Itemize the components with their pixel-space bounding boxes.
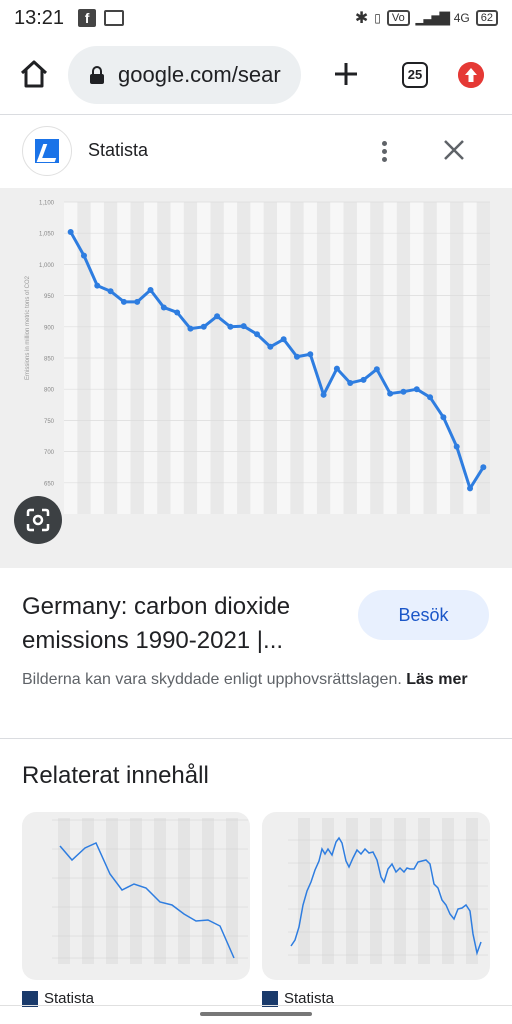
result-title-block: Germany: carbon dioxide emissions 1990-2… <box>22 590 342 658</box>
y-tick-label: 950 <box>44 294 55 300</box>
mail-icon <box>104 10 125 26</box>
statista-logo-icon <box>22 126 72 176</box>
data-point <box>360 376 367 383</box>
data-point <box>427 394 434 401</box>
data-point <box>107 288 114 295</box>
card-source-name: Statista <box>284 990 335 1007</box>
y-tick-label: 800 <box>44 388 55 394</box>
related-card[interactable] <box>22 812 250 980</box>
lens-icon <box>26 508 50 532</box>
y-tick-label: 700 <box>44 450 55 456</box>
data-point <box>214 313 221 320</box>
vibrate-icon: ▯ <box>374 11 381 25</box>
data-point <box>413 386 420 393</box>
data-point <box>134 298 141 305</box>
volte-icon: Vo <box>386 10 410 26</box>
related-chart-thumbnail <box>52 818 248 964</box>
source-name[interactable]: Statista <box>88 140 149 160</box>
statista-logo-icon <box>262 990 278 1007</box>
related-card[interactable] <box>262 812 490 980</box>
data-point <box>453 443 460 450</box>
chart-preview[interactable]: 650 700 750 800 850 900 950 1,000 1,050 1,100 Emis… <box>0 188 512 568</box>
battery-icon: 62 <box>475 10 498 26</box>
status-icons: ✱ ▯ Vo ▁▃▅▇ 4G 62 <box>355 8 498 28</box>
data-point <box>400 388 407 395</box>
data-point <box>373 366 380 373</box>
bluetooth-icon: ✱ <box>354 10 369 27</box>
browser-toolbar: google.com/sear 25 <box>0 40 512 110</box>
read-more-link[interactable]: Läs mer <box>406 671 468 688</box>
data-point <box>174 309 181 316</box>
data-point <box>147 286 154 293</box>
visit-button[interactable]: Besök <box>358 590 489 640</box>
page-title[interactable]: Germany: carbon dioxide emissions 1990-2… <box>22 593 291 654</box>
network-label: 4G <box>453 11 470 25</box>
y-tick-label: 1,050 <box>39 232 55 238</box>
divider <box>0 738 512 739</box>
copyright-notice: Bilderna kan vara skyddade enligt upphov… <box>22 668 482 692</box>
data-point <box>347 379 354 386</box>
data-point <box>160 304 167 311</box>
data-point <box>333 365 340 372</box>
url-bar[interactable]: google.com/sear <box>68 46 301 104</box>
related-chart-thumbnail <box>288 818 488 964</box>
card-source-name: Statista <box>44 990 95 1007</box>
home-icon[interactable] <box>18 58 50 90</box>
signal-icon: ▁▃▅▇ <box>415 10 450 25</box>
data-point <box>94 282 101 289</box>
related-heading: Relaterat innehåll <box>22 762 209 789</box>
status-time: 13:21 <box>14 6 65 29</box>
y-axis-label: Emissions in million metric tons of CO2 <box>25 275 31 380</box>
y-tick-label: 1,100 <box>39 201 55 207</box>
data-point <box>320 391 327 398</box>
y-tick-label: 850 <box>44 357 55 363</box>
card-source: Statista <box>262 990 334 1007</box>
gesture-nav-handle[interactable] <box>200 1012 312 1016</box>
data-point <box>67 228 74 235</box>
data-point <box>440 414 447 421</box>
data-point <box>267 343 274 350</box>
data-point <box>254 331 261 338</box>
lens-search-button[interactable] <box>14 496 62 544</box>
data-point <box>293 353 300 360</box>
data-point <box>307 351 314 358</box>
data-point <box>387 390 394 397</box>
card-source: Statista <box>22 990 94 1007</box>
upgrade-icon[interactable] <box>458 62 484 88</box>
facebook-icon: f <box>78 9 97 27</box>
y-tick-label: 1,000 <box>39 263 55 269</box>
more-options-icon[interactable] <box>374 138 394 166</box>
data-point <box>480 464 487 471</box>
url-text: google.com/sear <box>118 62 281 87</box>
statista-logo-icon <box>22 990 38 1007</box>
y-tick-label: 750 <box>44 419 55 425</box>
data-point <box>227 323 234 330</box>
divider <box>0 114 512 115</box>
tab-switcher-button[interactable]: 25 <box>402 62 428 88</box>
data-point <box>240 323 247 330</box>
co2-line-chart: 650 700 750 800 850 900 950 1,000 1,050 1,100 Emis… <box>25 201 490 514</box>
source-header: Statista <box>0 122 512 182</box>
y-tick-label: 650 <box>44 481 55 487</box>
data-point <box>187 325 194 332</box>
data-point <box>80 252 87 259</box>
data-point <box>120 298 127 305</box>
data-point <box>280 336 287 343</box>
lock-icon <box>90 66 104 84</box>
new-tab-icon[interactable] <box>330 58 362 90</box>
y-tick-label: 900 <box>44 325 55 331</box>
data-point <box>467 485 474 492</box>
divider <box>0 1005 512 1006</box>
status-bar: 13:21 f ✱ ▯ Vo ▁▃▅▇ 4G 62 <box>0 0 512 36</box>
close-icon[interactable] <box>440 136 468 164</box>
copyright-text: Bilderna kan vara skyddade enligt upphov… <box>22 671 402 688</box>
data-point <box>200 323 207 330</box>
